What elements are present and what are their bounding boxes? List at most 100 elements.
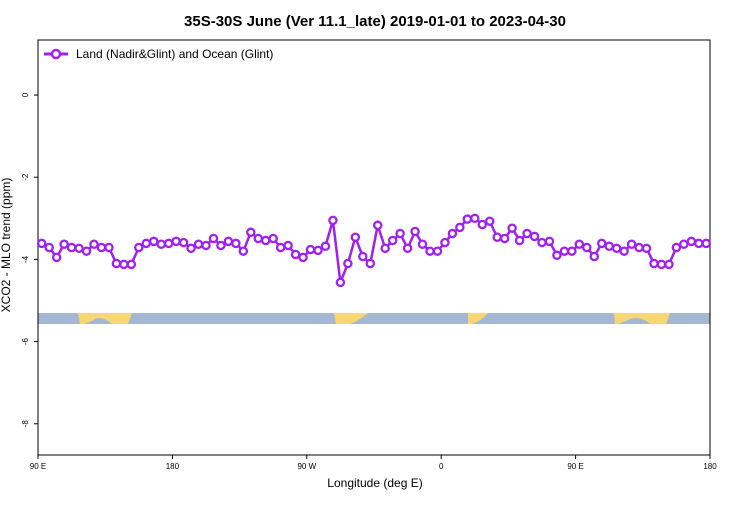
y-tick-label: -6 [21,337,30,345]
data-point [619,246,629,256]
data-point [395,228,405,239]
legend-marker [50,48,62,60]
data-point [44,242,54,253]
data-point [208,233,219,244]
data-point [171,236,181,247]
data-point [686,236,697,247]
data-point [365,258,376,269]
data-point [231,238,241,249]
data-point [216,240,226,251]
x-tick-label: 180 [703,462,717,471]
data-point [186,243,196,254]
data-point [238,246,249,256]
data-point [507,223,517,233]
data-point [223,236,234,247]
x-tick-label: 0 [439,462,444,471]
data-point [275,242,286,253]
data-point [313,245,323,256]
data-point [470,213,480,224]
y-tick-label: 0 [21,92,30,97]
data-point [634,242,644,253]
data-point [694,238,704,249]
land [614,313,670,324]
data-point [574,239,585,249]
data-point [656,259,667,270]
data-point [671,242,682,253]
data-point [66,242,77,253]
data-point [387,235,398,246]
data-point [626,239,637,249]
data-point [246,227,256,238]
data-point [328,215,338,226]
data-point [343,258,353,269]
data-point [350,232,361,242]
data-point [529,231,540,242]
data-point [499,233,510,244]
data-point [701,238,712,249]
data-point [51,252,62,263]
data-point [589,251,600,262]
data-point [462,214,473,224]
data-point [148,236,159,247]
data-point [163,238,174,249]
data-point [649,258,659,269]
ocean [38,313,710,324]
data-point [126,259,137,270]
data-point [641,243,652,254]
chart-title: 35S-30S June (Ver 11.1_late) 2019-01-01 … [184,13,566,30]
y-axis-label: XCO2 - MLO trend (ppm) [0,178,13,313]
data-point [193,239,204,249]
y-tick-label: -8 [21,420,30,428]
plot-frame [37,39,711,456]
data-point [596,238,607,249]
legend: Land (Nadir&Glint) and Ocean (Glint) [44,47,273,61]
data-point [372,220,383,231]
data-point [111,258,122,269]
data-point [402,243,413,254]
data-point [268,233,278,244]
map-strip [38,313,710,324]
x-tick-label: 90 W [297,462,316,471]
data-point [141,238,152,249]
data-point [81,246,92,256]
data-point [544,236,555,247]
data-point [134,242,144,253]
data-point [59,239,69,249]
data-point [335,277,346,288]
data-point [440,237,450,248]
data-point [283,240,293,251]
data-point [432,246,443,256]
data-point [410,226,420,237]
land [78,313,132,324]
data-point [201,240,211,251]
data-point [664,259,674,270]
data-point [380,243,390,254]
data-point [358,251,368,262]
x-tick-label: 180 [166,462,180,471]
data-point [119,259,129,270]
data-point [89,239,99,249]
legend-label: Land (Nadir&Glint) and Ocean (Glint) [76,47,273,61]
land [334,313,368,324]
data-point [492,232,502,242]
data-point [298,252,308,263]
y-tick-label: -2 [21,173,30,181]
x-tick-label: 90 E [567,462,583,471]
data-point [567,246,577,256]
land [468,313,488,324]
x-axis-label: Longitude (deg E) [327,476,422,490]
y-tick-label: -4 [21,255,30,263]
data-point [417,239,428,249]
data-point [514,235,525,246]
data-point [522,228,532,239]
x-tick-label: 90 E [30,462,46,471]
data-point [537,237,547,248]
data-point [156,239,166,249]
data-point [611,243,622,254]
data-point [260,235,271,246]
data-point [178,237,189,248]
data-point [582,242,592,253]
data-point [36,238,47,249]
data-point [425,246,435,256]
